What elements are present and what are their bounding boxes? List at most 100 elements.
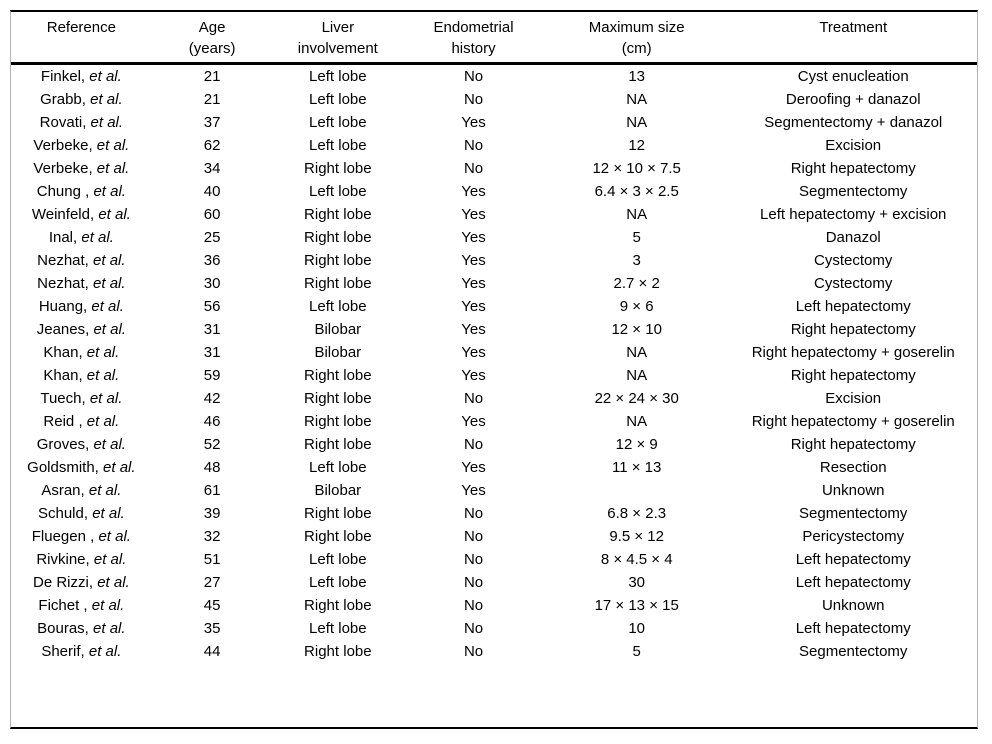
cell-liver-involvement: Left lobe — [309, 459, 367, 476]
cell-age: 60 — [203, 206, 221, 223]
cell-age: 62 — [203, 137, 221, 154]
reference-name: Weinfeld, — [31, 206, 95, 223]
cell-maximum-size: NA — [626, 344, 648, 361]
cell-reference: Nezhat, et al. — [11, 249, 152, 272]
cell-treatment: Left hepatectomy — [795, 620, 911, 637]
cell-treatment: Cystectomy — [814, 275, 893, 292]
cell-age: 42 — [203, 390, 221, 407]
table-row: Verbeke, et al. 34 Right lobe No 12 × 10… — [11, 157, 977, 180]
table-row: Jeanes, et al. 31 Bilobar Yes 12 × 10 Ri… — [11, 318, 977, 341]
cell-endometrial-history: Yes — [461, 229, 486, 246]
header-row: Reference Age (years) Liver involvement … — [11, 12, 977, 65]
cell-maximum-size: 12 × 9 — [615, 436, 658, 453]
table-frame: Reference Age (years) Liver involvement … — [10, 10, 978, 729]
table-row: Rovati, et al. 37 Left lobe Yes NA Segme… — [11, 111, 977, 134]
cell-treatment: Danazol — [825, 229, 881, 246]
cell-treatment: Segmentectomy — [799, 643, 908, 660]
table-row: Weinfeld, et al. 60 Right lobe Yes NA Le… — [11, 203, 977, 226]
table-row: Asran, et al. 61 Bilobar Yes Unknown — [11, 479, 977, 502]
reference-etal: et al. — [89, 68, 122, 85]
cell-liver-involvement: Bilobar — [314, 344, 362, 361]
table-row: Tuech, et al. 42 Right lobe No 22 × 24 ×… — [11, 387, 977, 410]
cell-endometrial-history: Yes — [461, 252, 486, 269]
reference-etal: et al. — [93, 321, 126, 338]
cell-treatment: Unknown — [821, 597, 885, 614]
cell-liver-involvement: Left lobe — [309, 91, 367, 108]
cell-endometrial-history: No — [463, 436, 484, 453]
cell-maximum-size: 17 × 13 × 15 — [594, 597, 679, 614]
cell-endometrial-history: No — [463, 91, 484, 108]
cell-liver-involvement: Right lobe — [304, 367, 372, 384]
cell-age: 45 — [203, 597, 221, 614]
cell-maximum-size: 3 — [632, 252, 641, 269]
cell-maximum-size — [544, 479, 730, 502]
reference-name: Bouras, — [37, 620, 89, 637]
cell-liver-involvement: Right lobe — [304, 436, 372, 453]
cell-reference: Rovati, et al. — [11, 111, 152, 134]
reference-etal: et al. — [93, 551, 127, 568]
cell-endometrial-history: Yes — [461, 482, 486, 499]
reference-name: Khan, — [43, 344, 83, 361]
cell-reference: Weinfeld, et al. — [11, 203, 152, 226]
reference-etal: et al. — [93, 252, 126, 269]
cell-liver-involvement: Right lobe — [304, 597, 372, 614]
reference-name: Goldsmith, — [27, 459, 99, 476]
reference-etal: et al. — [93, 275, 126, 292]
cell-treatment: Right hepatectomy + goserelin — [751, 344, 955, 361]
reference-name: Rivkine, — [36, 551, 90, 568]
cell-maximum-size: 13 — [628, 68, 646, 85]
cell-age: 35 — [203, 620, 221, 637]
reference-name: Jeanes, — [36, 321, 90, 338]
reference-etal: et al. — [93, 620, 126, 637]
reference-etal: et al. — [93, 183, 126, 200]
table-row: Sherif, et al. 44 Right lobe No 5 Segmen… — [11, 640, 977, 663]
reference-name: Asran, — [41, 482, 85, 499]
reference-etal: et al. — [93, 436, 126, 453]
reference-name: Huang, — [38, 298, 88, 315]
cell-endometrial-history: Yes — [461, 206, 486, 223]
column-header-reference: Reference — [11, 12, 152, 65]
cell-maximum-size: NA — [626, 114, 648, 131]
table-header: Reference Age (years) Liver involvement … — [11, 12, 977, 65]
cell-liver-involvement: Left lobe — [309, 183, 367, 200]
cell-liver-involvement: Left lobe — [309, 68, 367, 85]
cell-endometrial-history: Yes — [461, 114, 486, 131]
reference-etal: et al. — [86, 367, 120, 384]
column-header-treatment: Treatment — [729, 12, 977, 65]
cell-maximum-size: 6.8 × 2.3 — [607, 505, 667, 522]
cell-liver-involvement: Right lobe — [304, 413, 372, 430]
reference-etal: et al. — [88, 482, 122, 499]
reference-etal: et al. — [81, 229, 114, 246]
cell-age: 59 — [203, 367, 221, 384]
reference-etal: et al. — [103, 459, 136, 476]
cell-maximum-size: NA — [626, 206, 648, 223]
cell-maximum-size: 5 — [632, 229, 641, 246]
cell-maximum-size: 9.5 × 12 — [609, 528, 664, 545]
cell-liver-involvement: Bilobar — [314, 321, 362, 338]
cell-age: 27 — [203, 574, 221, 591]
cell-reference: Fluegen , et al. — [11, 525, 152, 548]
cell-reference: Asran, et al. — [11, 479, 152, 502]
table-row: Fichet , et al. 45 Right lobe No 17 × 13… — [11, 594, 977, 617]
reference-name: Finkel, — [40, 68, 86, 85]
cell-treatment: Segmentectomy — [799, 183, 908, 200]
cell-endometrial-history: No — [463, 160, 484, 177]
cell-age: 31 — [203, 344, 221, 361]
cell-endometrial-history: Yes — [461, 413, 486, 430]
table-row: Bouras, et al. 35 Left lobe No 10 Left h… — [11, 617, 977, 640]
cell-maximum-size: 12 × 10 × 7.5 — [592, 160, 681, 177]
cell-liver-involvement: Left lobe — [309, 574, 367, 591]
reference-etal: et al. — [90, 91, 123, 108]
cell-maximum-size: 9 × 6 — [619, 298, 654, 315]
cell-treatment: Right hepatectomy — [790, 436, 916, 453]
cell-treatment: Right hepatectomy — [790, 160, 916, 177]
cell-endometrial-history: Yes — [461, 344, 486, 361]
reference-etal: et al. — [91, 298, 124, 315]
reference-name: Schuld, — [37, 505, 89, 522]
cell-maximum-size: 10 — [628, 620, 646, 637]
cell-endometrial-history: Yes — [461, 367, 486, 384]
cell-treatment: Right hepatectomy — [790, 321, 916, 338]
cell-reference: Verbeke, et al. — [11, 157, 152, 180]
table-row: Nezhat, et al. 36 Right lobe Yes 3 Cyste… — [11, 249, 977, 272]
cell-treatment: Left hepatectomy + excision — [760, 206, 947, 223]
